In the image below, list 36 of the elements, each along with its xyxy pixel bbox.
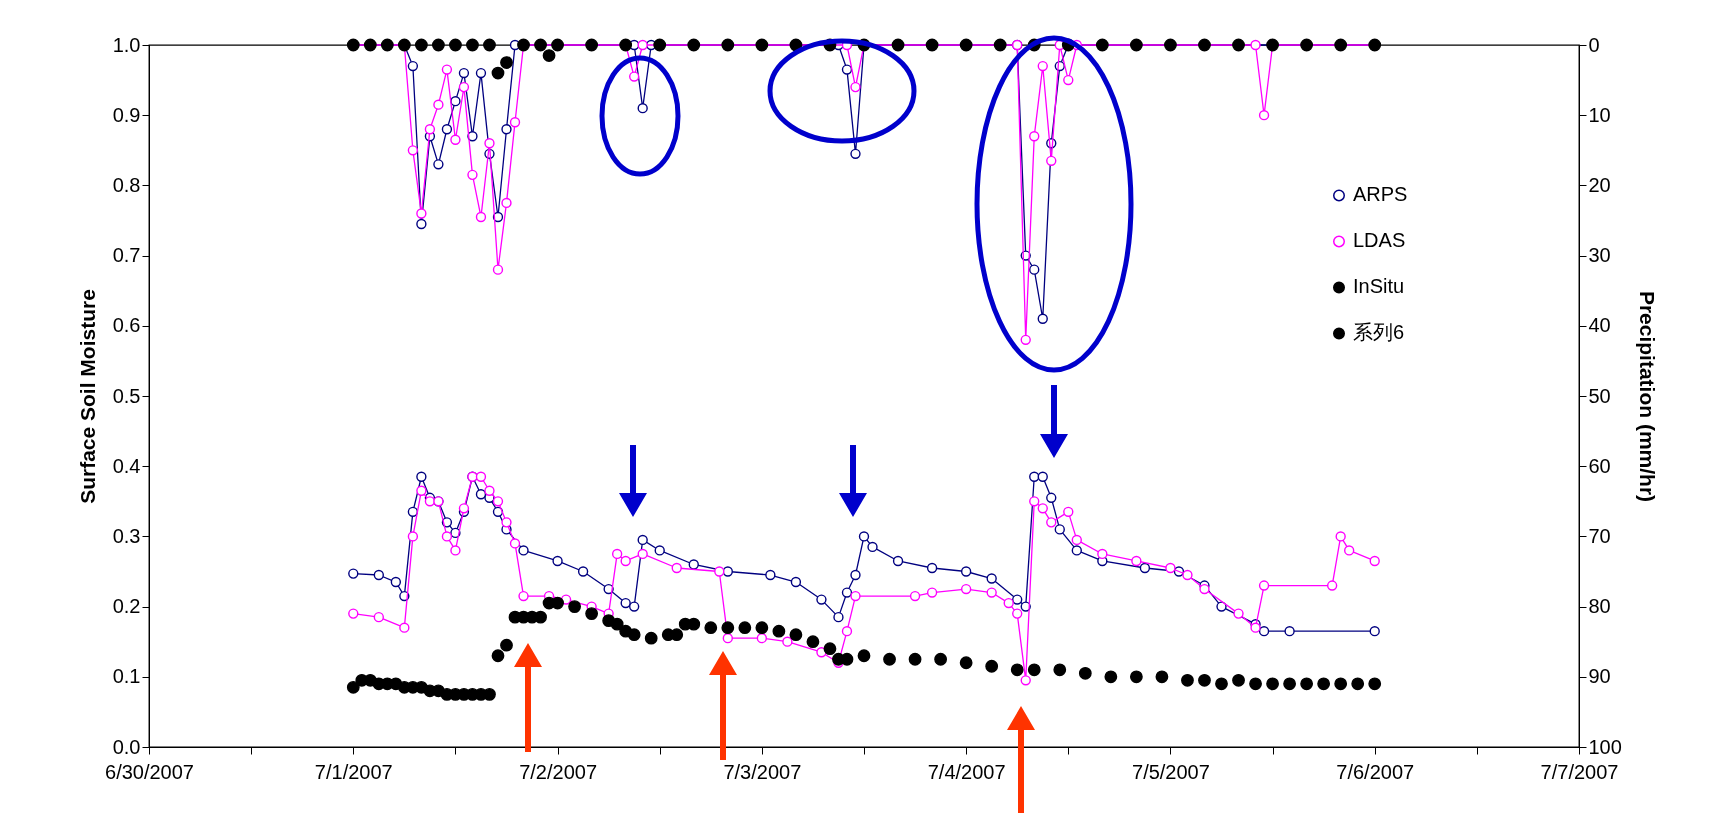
x-tick-label: 7/5/2007 xyxy=(1132,760,1210,783)
y2-tick-label: 20 xyxy=(1588,173,1611,196)
y-tick-label: 0.3 xyxy=(112,524,141,547)
y2-tick-label: 40 xyxy=(1588,314,1611,337)
y-tick-label: 0.1 xyxy=(112,665,141,688)
x-tick-label: 6/30/2007 xyxy=(105,760,194,783)
y2-tick-label: 70 xyxy=(1588,524,1611,547)
y-tick-label: 0.2 xyxy=(112,595,141,618)
x-tick-label: 7/1/2007 xyxy=(314,760,393,783)
legend-label: LDAS xyxy=(1353,229,1406,252)
y-tick-label: 0.7 xyxy=(112,244,141,267)
y-tick-label: 0.5 xyxy=(112,384,141,407)
y2-tick-label: 30 xyxy=(1588,244,1611,267)
y-tick-label: 0.9 xyxy=(112,103,141,126)
y2-tick-label: 10 xyxy=(1588,103,1611,126)
x-tick-label: 7/4/2007 xyxy=(927,760,1006,783)
y-tick-label: 1.0 xyxy=(112,33,141,56)
y2-tick-label: 80 xyxy=(1588,595,1611,618)
legend-label: 系列6 xyxy=(1353,321,1405,344)
x-tick-label: 7/2/2007 xyxy=(519,760,597,783)
y2-tick-label: 0 xyxy=(1588,33,1600,56)
legend-label: InSitu xyxy=(1353,275,1405,298)
y2-tick-label: 50 xyxy=(1588,384,1611,407)
y2-tick-label: 90 xyxy=(1588,665,1611,688)
y2-tick-label: 60 xyxy=(1588,454,1611,477)
y-tick-label: 0.8 xyxy=(112,173,141,196)
y-axis-title: Surface Soil Moisture xyxy=(75,289,99,504)
legend-label: ARPS xyxy=(1353,183,1408,206)
y-tick-label: 0.0 xyxy=(112,735,141,758)
y-tick-label: 0.6 xyxy=(112,314,141,337)
x-tick-label: 7/6/2007 xyxy=(1336,760,1415,783)
x-tick-label: 7/3/2007 xyxy=(723,760,802,783)
y2-axis-title: Precipitation (mm/hr) xyxy=(1635,290,1659,503)
x-tick-label: 7/7/2007 xyxy=(1540,760,1619,783)
y-tick-label: 0.4 xyxy=(112,454,141,477)
y2-tick-label: 100 xyxy=(1588,735,1622,758)
